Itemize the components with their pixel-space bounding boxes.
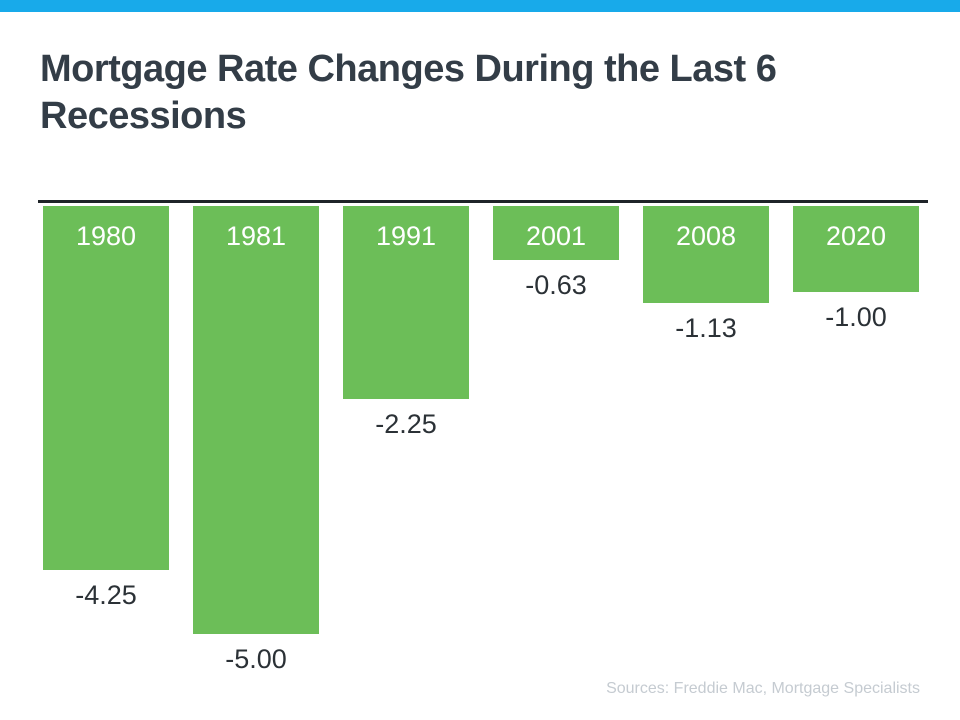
page-title-line1: Mortgage Rate Changes During the Last 6 — [40, 48, 777, 90]
bar-value-label: -4.25 — [75, 580, 137, 610]
chart-bar-1991: 1991 — [343, 206, 469, 399]
bar-year-label: 2001 — [525, 221, 587, 251]
bar-year-label: 1981 — [225, 221, 287, 251]
sources-note: Sources: Freddie Mac, Mortgage Specialis… — [606, 680, 920, 697]
chart-bar-2001: 2001 — [493, 206, 619, 260]
bar-year-label: 2020 — [825, 221, 887, 251]
top-accent-bar — [0, 0, 960, 12]
page-title: Mortgage Rate Changes During the Last 6 … — [40, 46, 777, 140]
bar-value-label: -1.13 — [675, 313, 737, 343]
bar-year-label: 2008 — [675, 221, 737, 251]
page-title-line2: Recessions — [40, 95, 247, 137]
bar-value-label: -0.63 — [525, 270, 587, 300]
chart-bar-2020: 2020 — [793, 206, 919, 292]
chart-baseline-axis — [38, 200, 928, 203]
bar-value-label: -5.00 — [225, 644, 287, 674]
bar-value-label: -1.00 — [825, 302, 887, 332]
chart-bar-1981: 1981 — [193, 206, 319, 634]
bar-year-label: 1980 — [75, 221, 137, 251]
chart-bar-1980: 1980 — [43, 206, 169, 570]
bar-year-label: 1991 — [375, 221, 437, 251]
bar-value-label: -2.25 — [375, 409, 437, 439]
chart-bar-2008: 2008 — [643, 206, 769, 303]
bar-chart: 1980 -4.25 1981 -5.00 1991 -2.25 2001 -0.63 2008… — [38, 200, 928, 705]
